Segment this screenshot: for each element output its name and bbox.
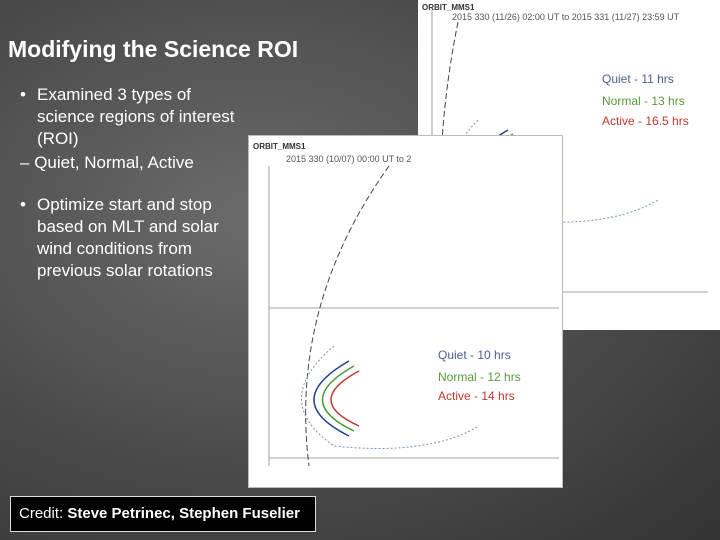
bullet: • Optimize start and stop based on MLT a…	[20, 194, 248, 282]
plot-subtitle: 2015 330 (11/26) 02:00 UT to 2015 331 (1…	[452, 12, 680, 22]
bullet-text: Optimize start and stop based on MLT and…	[37, 195, 219, 280]
sub-bullet-text: Quiet, Normal, Active	[34, 153, 194, 172]
plot-graphic	[268, 165, 559, 467]
active-arc	[330, 370, 360, 427]
magnetopause	[305, 165, 390, 467]
credit-label: Credit:	[19, 505, 64, 522]
sub-bullet: – Quiet, Normal, Active	[20, 152, 194, 174]
bullet: • Examined 3 types of science regions of…	[20, 84, 245, 150]
legend-quiet: Quiet - 11 hrs	[602, 72, 674, 86]
bullet-text: Examined 3 types of science regions of i…	[37, 85, 235, 148]
bullet-dot: •	[20, 195, 26, 214]
bullet-dot: •	[20, 85, 26, 104]
orbit	[301, 345, 480, 449]
plot-header: ORBIT_MMS1	[253, 142, 306, 151]
slide-title: Modifying the Science ROI	[8, 36, 299, 62]
dash: –	[20, 153, 35, 172]
plot-subtitle: 2015 330 (10/07) 00:00 UT to 2	[286, 154, 412, 164]
legend-normal: Normal - 13 hrs	[602, 94, 685, 108]
quiet-arc	[313, 360, 350, 437]
plot-header: ORBIT_MMS1	[422, 3, 475, 12]
normal-arc	[322, 365, 355, 432]
legend-quiet: Quiet - 10 hrs	[438, 348, 511, 362]
credit-names: Steve Petrinec, Stephen Fuselier	[67, 505, 300, 522]
credit-box: Credit: Steve Petrinec, Stephen Fuselier	[10, 496, 316, 532]
legend-normal: Normal - 12 hrs	[438, 370, 521, 384]
legend-active: Active - 16.5 hrs	[602, 114, 689, 128]
legend-active: Active - 14 hrs	[438, 389, 515, 403]
orbit-plot: ORBIT_MMS1 2015 330 (10/07) 00:00 UT to …	[248, 135, 563, 488]
